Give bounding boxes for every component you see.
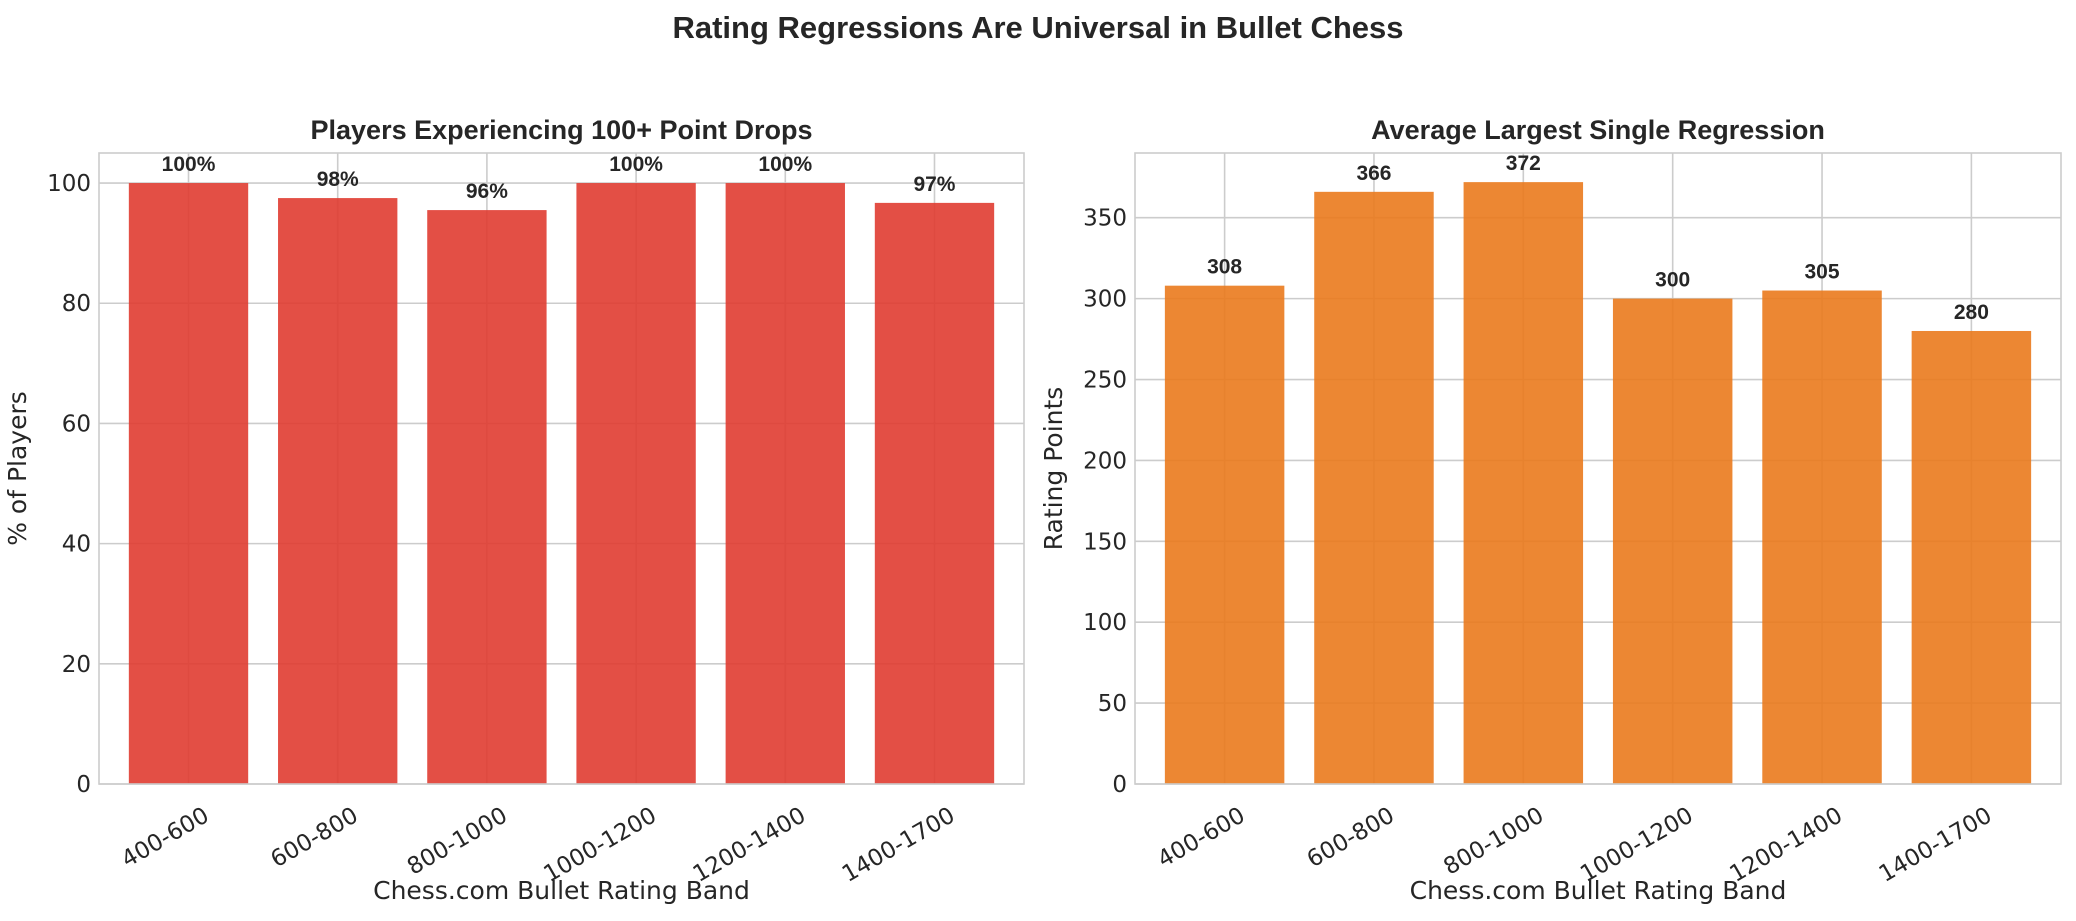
chart2-bar: [1463, 182, 1584, 785]
chart1-bar-value-label: 100%: [609, 153, 663, 176]
chart1-bar: [427, 210, 547, 785]
chart1-bar: [874, 202, 995, 785]
chart1-xtick-label: 1000-1200: [540, 803, 662, 888]
chart1-ytick-label: 100: [47, 171, 91, 197]
chart1-bar-value-label: 97%: [913, 173, 955, 196]
chart2-bar-value-label: 372: [1506, 152, 1541, 175]
chart1-xlabel: Chess.com Bullet Rating Band: [373, 876, 750, 905]
chart2-ytick-label: 200: [1083, 448, 1127, 474]
chart2-xtick-label: 1200-1400: [1725, 803, 1847, 888]
chart2-bar-value-label: 305: [1805, 261, 1840, 284]
chart1-xtick-label: 400-600: [117, 803, 213, 874]
chart2-bar-value-label: 308: [1207, 256, 1242, 279]
chart2-ytick-label: 250: [1083, 368, 1127, 394]
chart2-ytick-label: 50: [1098, 691, 1127, 717]
chart1-bar: [576, 183, 696, 785]
chart1-bar-value-label: 96%: [466, 180, 508, 203]
chart2-ylabel: Rating Points: [1039, 387, 1068, 551]
chart2-xlabel: Chess.com Bullet Rating Band: [1410, 876, 1787, 905]
chart2-ytick-label: 100: [1083, 610, 1127, 636]
chart2-bar: [1164, 285, 1285, 784]
chart2-title: Average Largest Single Regression: [1371, 115, 1825, 145]
chart1-xtick-label: 600-800: [266, 803, 362, 874]
chart2-frame: [1134, 152, 2062, 785]
chart1-ytick-label: 0: [76, 772, 91, 798]
figure-suptitle: Rating Regressions Are Universal in Bull…: [672, 10, 1403, 45]
chart1-bar: [128, 183, 249, 785]
chart2-ytick-label: 350: [1083, 206, 1127, 232]
chart2-ytick-label: 0: [1112, 772, 1127, 798]
chart1-ytick-label: 40: [62, 532, 91, 558]
chart1-xtick-label: 1400-1700: [838, 803, 960, 888]
chart1-bar: [278, 198, 398, 785]
chart2-ytick-label: 150: [1083, 529, 1127, 555]
chart1-frame: [98, 152, 1025, 785]
chart2-bar-value-label: 300: [1655, 269, 1690, 292]
chart1-xtick-label: 1200-1400: [689, 803, 811, 888]
chart2-bar: [1911, 330, 2032, 784]
chart1-xtick-label: 800-1000: [403, 803, 512, 881]
chart1-bar-value-label: 100%: [758, 153, 812, 176]
chart1-ylabel: % of Players: [3, 391, 32, 546]
chart2-xtick-label: 800-1000: [1439, 803, 1548, 881]
chart1-bar-value-label: 98%: [317, 168, 359, 191]
chart2-xtick-label: 1400-1700: [1875, 803, 1997, 888]
chart1-ytick-label: 60: [62, 411, 91, 437]
chart1-ytick-label: 80: [62, 291, 91, 317]
chart1-bar: [725, 183, 845, 785]
chart1-bar-value-label: 100%: [162, 153, 216, 176]
chart2-xtick-label: 400-600: [1153, 803, 1249, 874]
chart2-bar: [1314, 191, 1434, 785]
chart2-bar: [1762, 290, 1882, 784]
chart2-ytick-label: 300: [1083, 287, 1127, 313]
chart2-xtick-label: 600-800: [1303, 803, 1399, 874]
chart2-bar-value-label: 366: [1356, 162, 1391, 185]
chart2-bar: [1612, 298, 1733, 784]
chart2-xtick-label: 1000-1200: [1576, 803, 1698, 888]
chart2-axes: 0 50 100 150 200 250 300 350 308 366 372 300 305 280 4…: [1039, 115, 2062, 905]
chart1-axes: 0 20 40 60 80 100 100% 98% 96% 100% 100% 97% 400-600…: [3, 115, 1025, 905]
chart1-ytick-label: 20: [62, 652, 91, 678]
chart1-title: Players Experiencing 100+ Point Drops: [311, 115, 813, 145]
chart2-bar-value-label: 280: [1954, 301, 1989, 324]
